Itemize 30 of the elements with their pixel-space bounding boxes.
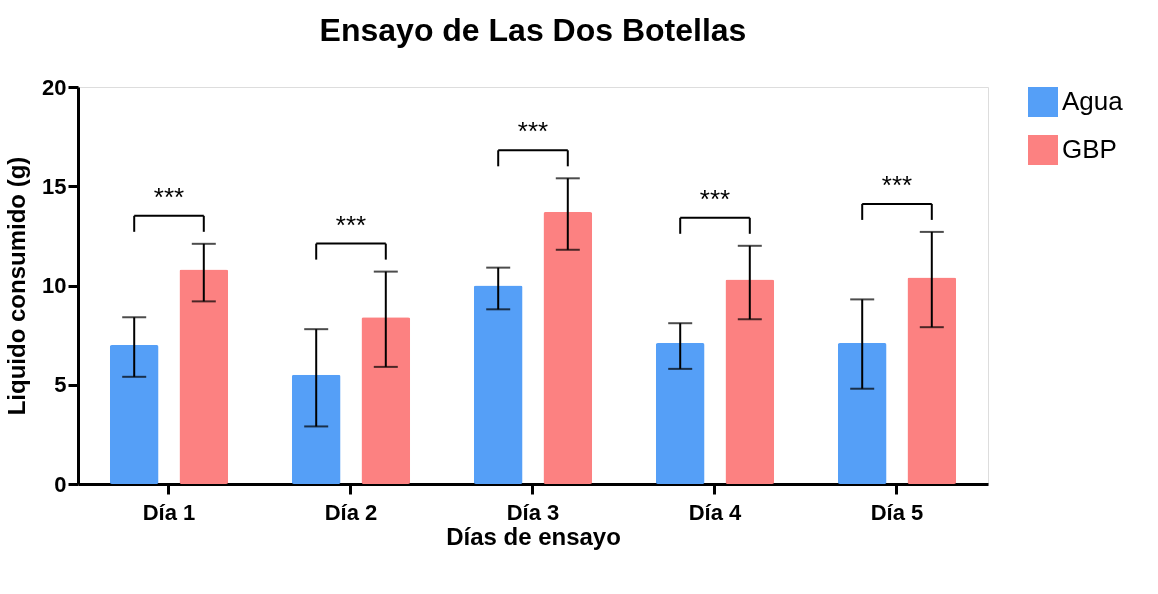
x-tick-label: Día 2 <box>324 499 378 525</box>
y-tick-label: 0 <box>54 471 67 497</box>
y-tick-label: 20 <box>42 74 67 100</box>
bar <box>473 285 523 484</box>
bar <box>109 345 159 484</box>
x-tick-label: Día 5 <box>870 499 924 525</box>
y-axis-title: Liquido consumido (g) <box>3 156 31 416</box>
legend-label: Agua <box>1062 86 1124 116</box>
y-tick-label: 10 <box>42 273 67 298</box>
bar <box>179 269 229 484</box>
x-tick-label: Día 1 <box>142 499 196 525</box>
chart-title: Ensayo de Las Dos Botellas <box>319 12 747 48</box>
bar <box>907 277 957 484</box>
annotation: *** <box>881 169 913 200</box>
x-tick-label: Día 4 <box>688 499 743 525</box>
x-axis-title: Días de ensayo <box>446 522 621 550</box>
bar <box>725 279 775 484</box>
bar <box>291 374 341 484</box>
annotation: *** <box>517 116 549 147</box>
bar <box>361 317 411 484</box>
x-tick-label: Día 3 <box>506 499 560 525</box>
legend-label: GBP <box>1062 134 1117 164</box>
annotation: *** <box>699 183 731 214</box>
bar <box>837 343 887 484</box>
annotation: *** <box>335 209 367 240</box>
y-tick-label: 15 <box>42 173 67 199</box>
bar <box>655 343 705 484</box>
y-tick-label: 5 <box>54 372 67 398</box>
annotation: *** <box>153 181 185 212</box>
bar <box>543 212 593 484</box>
